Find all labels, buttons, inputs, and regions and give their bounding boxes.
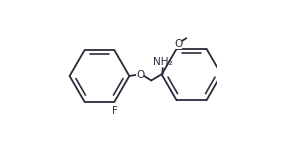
Text: NH₂: NH₂ [153,57,173,67]
Text: O: O [136,69,144,79]
Text: O: O [174,39,182,49]
Text: F: F [112,106,118,116]
